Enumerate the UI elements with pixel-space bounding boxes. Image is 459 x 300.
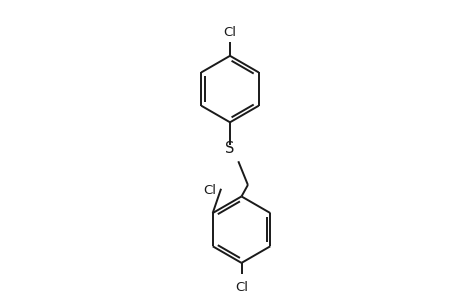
Text: Cl: Cl (223, 26, 236, 39)
Text: Cl: Cl (202, 184, 215, 196)
Text: S: S (225, 141, 234, 156)
Text: Cl: Cl (235, 281, 247, 294)
